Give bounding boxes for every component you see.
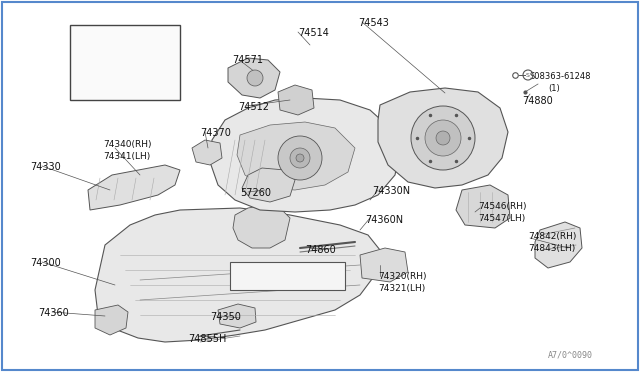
Circle shape <box>290 148 310 168</box>
Polygon shape <box>218 304 256 328</box>
Circle shape <box>296 154 304 162</box>
Text: 74855H: 74855H <box>188 334 227 344</box>
Polygon shape <box>88 165 180 210</box>
Text: 74547(LH): 74547(LH) <box>478 214 525 223</box>
Circle shape <box>425 120 461 156</box>
Text: 74320(RH): 74320(RH) <box>378 272 426 281</box>
Text: 74843(LH): 74843(LH) <box>528 244 575 253</box>
Text: 74360: 74360 <box>38 308 68 318</box>
Text: S08363-61248: S08363-61248 <box>530 72 591 81</box>
Polygon shape <box>237 122 355 190</box>
Text: 74546(RH): 74546(RH) <box>478 202 527 211</box>
Text: 74350: 74350 <box>210 312 241 322</box>
Polygon shape <box>242 168 295 202</box>
Text: 74330N: 74330N <box>372 186 410 196</box>
Text: 74330: 74330 <box>30 162 61 172</box>
Text: 74340(RH): 74340(RH) <box>103 140 152 149</box>
Polygon shape <box>278 85 314 115</box>
Polygon shape <box>95 208 380 342</box>
Text: 74366M: 74366M <box>272 278 311 288</box>
Text: 74300: 74300 <box>30 258 61 268</box>
Polygon shape <box>378 88 508 188</box>
Text: 74543: 74543 <box>358 18 389 28</box>
Text: 74370: 74370 <box>200 128 231 138</box>
Text: 74321(LH): 74321(LH) <box>378 284 425 293</box>
Text: 74512: 74512 <box>238 102 269 112</box>
Polygon shape <box>360 248 408 282</box>
Text: A7/0^0090: A7/0^0090 <box>547 350 593 359</box>
Bar <box>70 25 180 100</box>
Text: ATM: ATM <box>128 82 148 92</box>
Polygon shape <box>228 58 280 98</box>
Polygon shape <box>456 185 510 228</box>
Polygon shape <box>233 205 290 248</box>
Polygon shape <box>535 222 582 268</box>
Text: 74514: 74514 <box>298 28 329 38</box>
Polygon shape <box>104 53 128 79</box>
Text: S: S <box>526 73 530 77</box>
Bar <box>230 262 345 290</box>
Polygon shape <box>192 140 222 165</box>
Circle shape <box>436 131 450 145</box>
Circle shape <box>278 136 322 180</box>
Text: 74571: 74571 <box>232 55 263 65</box>
Text: 74360: 74360 <box>118 42 148 52</box>
Polygon shape <box>210 98 400 212</box>
Circle shape <box>247 70 263 86</box>
Text: 74860: 74860 <box>305 245 336 255</box>
Text: 74842(RH): 74842(RH) <box>528 232 577 241</box>
Text: 57260: 57260 <box>240 188 271 198</box>
Text: (1): (1) <box>548 84 560 93</box>
Circle shape <box>411 106 475 170</box>
Text: 74341(LH): 74341(LH) <box>103 152 150 161</box>
Text: 74360N: 74360N <box>365 215 403 225</box>
Polygon shape <box>95 305 128 335</box>
Text: 74880: 74880 <box>522 96 553 106</box>
